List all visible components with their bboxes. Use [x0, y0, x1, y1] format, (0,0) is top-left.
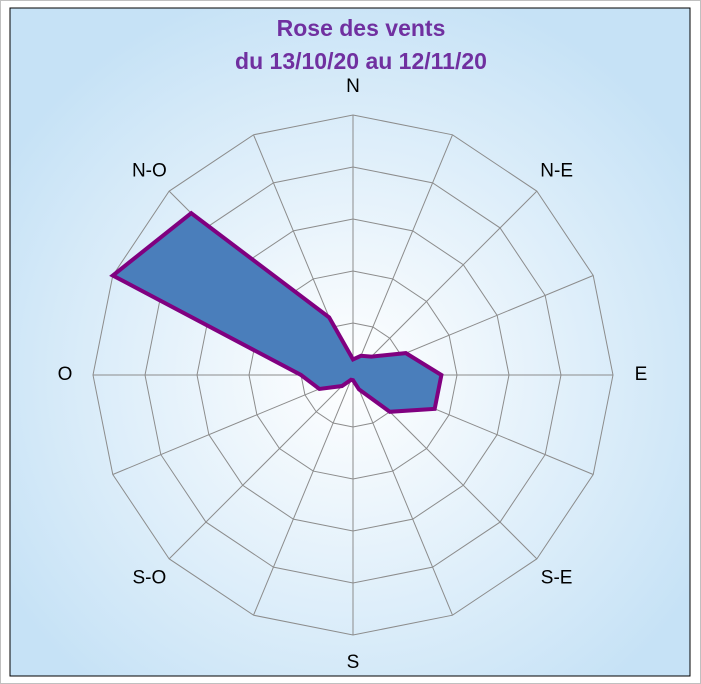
axis-label: N-E: [540, 160, 573, 181]
spoke: [352, 134, 453, 376]
chart-subtitle: du 13/10/20 au 12/11/20: [235, 48, 487, 74]
spoke: [168, 374, 354, 560]
axis-label: S-O: [132, 568, 166, 589]
spoke: [112, 374, 354, 475]
axis-label: E: [635, 364, 648, 385]
plot-background: [9, 7, 691, 677]
spoke: [253, 374, 354, 616]
axis-label: N-O: [132, 160, 167, 181]
radar-area: [109, 210, 444, 414]
axis-label: N: [346, 76, 360, 97]
spoke: [352, 374, 453, 616]
axis-label: S: [347, 652, 360, 673]
axis-label: S-E: [541, 568, 573, 589]
axis-label: O: [58, 364, 73, 385]
spoke: [352, 190, 538, 376]
chart-title: Rose des vents: [277, 15, 446, 41]
